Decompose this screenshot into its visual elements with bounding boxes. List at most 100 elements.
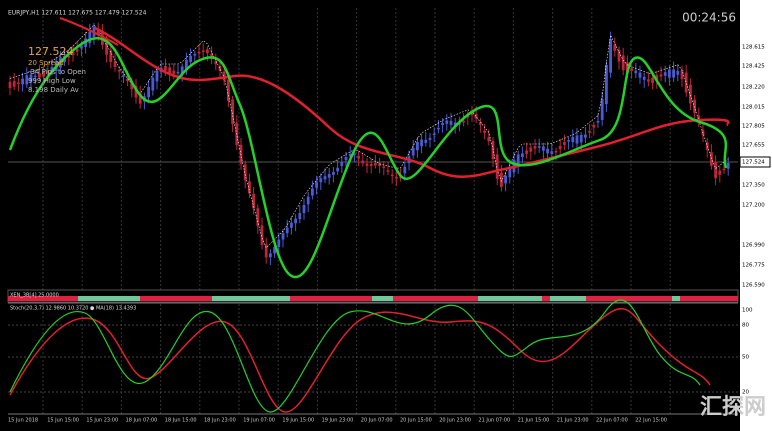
candle — [684, 72, 688, 93]
candle — [382, 166, 386, 168]
strip-segment — [680, 296, 738, 301]
candle — [617, 50, 621, 62]
candle — [571, 136, 575, 143]
candle — [8, 81, 12, 89]
candle — [428, 137, 432, 140]
candle — [252, 193, 255, 209]
candle — [626, 62, 629, 73]
candle — [546, 148, 549, 154]
strip-segment — [478, 296, 542, 301]
price-label: 127.524 — [742, 160, 765, 166]
candle — [441, 122, 444, 125]
time-label: 22 Jun 15:00 — [635, 418, 667, 424]
time-label: 19 Jun 15:00 — [282, 418, 314, 424]
candle — [243, 164, 247, 181]
candle — [298, 213, 302, 220]
candle — [269, 253, 272, 258]
candle — [474, 114, 478, 119]
time-label: 15 Jun 15:00 — [47, 418, 79, 424]
stoch-axis-label: 20 — [742, 390, 749, 396]
candle — [222, 71, 226, 81]
stoch-axis-label: 50 — [742, 355, 749, 361]
candle — [550, 151, 554, 154]
candle — [403, 166, 407, 174]
candle — [613, 44, 617, 51]
candle — [117, 69, 121, 72]
strip-label: XEN_3B[4] 25.0000 — [10, 293, 59, 299]
signal-strip — [8, 296, 738, 301]
candle — [105, 39, 108, 55]
fast-ma-green — [8, 37, 728, 279]
candle — [470, 112, 474, 116]
candle — [185, 59, 188, 70]
candle — [290, 222, 293, 228]
candle — [29, 74, 33, 82]
watermark: 汇探网 — [700, 394, 766, 420]
price-label: 127.655 — [742, 143, 765, 149]
candle — [12, 81, 16, 87]
strip-segment — [140, 296, 212, 301]
candle — [689, 84, 692, 104]
price-label: 128.015 — [742, 105, 765, 111]
candle — [75, 49, 79, 52]
time-label: 20 Jun 23:00 — [439, 418, 471, 424]
candle — [214, 60, 218, 65]
candle — [25, 75, 29, 85]
candle — [445, 120, 449, 124]
candle — [634, 70, 638, 74]
candle — [638, 72, 642, 78]
candle — [344, 156, 348, 161]
candle — [218, 66, 222, 72]
time-label: 19 Jun 23:00 — [322, 418, 354, 424]
candle — [256, 208, 260, 226]
candle — [575, 135, 579, 144]
candle — [542, 146, 545, 151]
candle — [227, 79, 230, 101]
stoch-axis-label: 100 — [742, 308, 753, 314]
candle — [206, 49, 209, 54]
candle — [21, 78, 24, 85]
candle — [311, 188, 314, 196]
candle — [621, 55, 625, 71]
candle — [96, 29, 100, 35]
time-label: 18 Jun 07:00 — [126, 418, 158, 424]
candle — [369, 163, 373, 166]
candle — [500, 172, 503, 187]
candle — [432, 133, 436, 136]
candle — [71, 51, 75, 56]
candle — [592, 124, 596, 128]
candle — [340, 162, 344, 166]
candle — [248, 181, 251, 194]
candle — [584, 134, 587, 138]
candle — [449, 121, 453, 125]
candle — [458, 123, 461, 125]
candle — [264, 244, 268, 258]
candle — [336, 167, 339, 172]
candle — [663, 72, 667, 76]
price-label: 128.425 — [742, 64, 765, 70]
candle — [466, 115, 470, 118]
candle — [273, 246, 276, 254]
candle — [172, 70, 176, 74]
candle — [537, 146, 541, 148]
stoch-label: Stoch(20,3,7) 12.9860 10.3720 ● MA(18) 1… — [10, 306, 136, 312]
candle — [88, 31, 92, 44]
candle — [651, 77, 654, 84]
candle — [348, 154, 352, 157]
candle — [134, 85, 138, 98]
candle — [416, 141, 419, 151]
price-label: 127.350 — [742, 183, 765, 189]
candle — [130, 81, 134, 90]
candle — [38, 73, 41, 78]
candle — [277, 239, 281, 248]
strip-segment — [586, 296, 672, 301]
stoch-signal — [9, 308, 711, 413]
strip-segment — [393, 296, 478, 301]
candle — [147, 86, 150, 98]
candle — [315, 182, 318, 188]
candle — [647, 79, 650, 82]
ma-segment — [59, 17, 119, 46]
strip-segment — [290, 296, 372, 301]
